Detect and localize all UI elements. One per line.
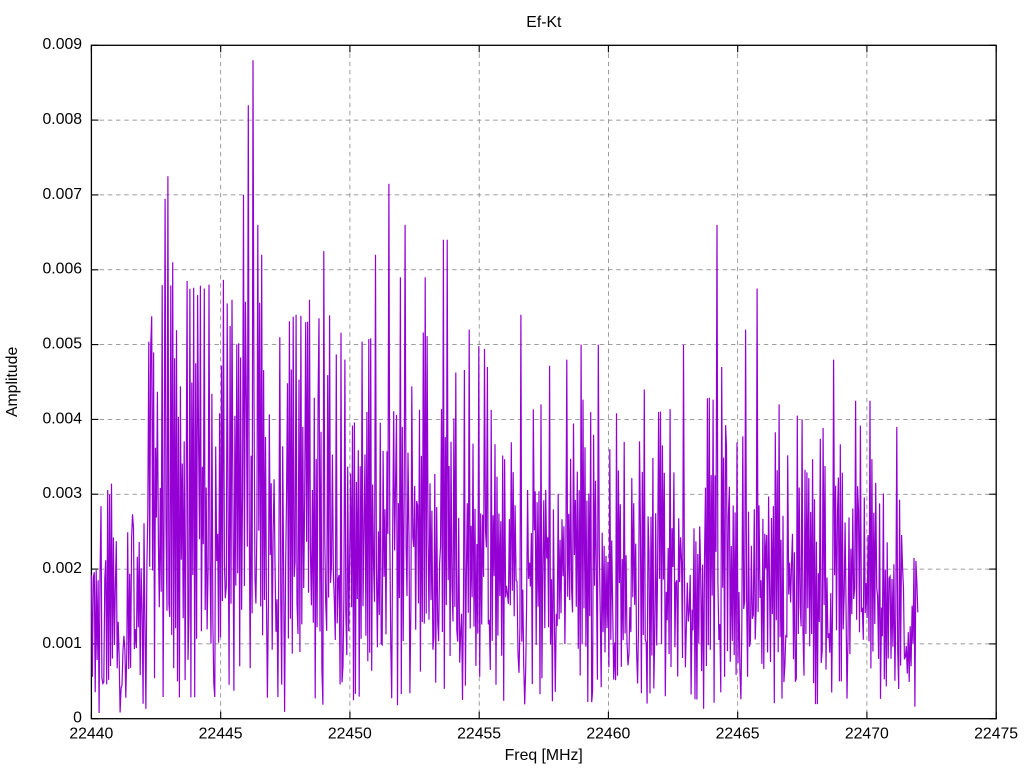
svg-text:0: 0 — [73, 710, 82, 727]
svg-text:22460: 22460 — [586, 725, 630, 742]
svg-text:Amplitude: Amplitude — [4, 347, 21, 417]
svg-text:22445: 22445 — [199, 725, 243, 742]
svg-text:0.009: 0.009 — [43, 36, 83, 53]
svg-text:22465: 22465 — [716, 725, 760, 742]
svg-text:Freq [MHz]: Freq [MHz] — [505, 747, 583, 764]
svg-text:22440: 22440 — [69, 725, 113, 742]
svg-text:0.006: 0.006 — [42, 261, 82, 278]
svg-text:0.005: 0.005 — [42, 336, 82, 353]
svg-text:0.004: 0.004 — [42, 410, 82, 427]
svg-text:22470: 22470 — [845, 725, 889, 742]
svg-text:0.008: 0.008 — [43, 111, 83, 128]
svg-text:0.007: 0.007 — [43, 186, 83, 203]
svg-text:22450: 22450 — [328, 725, 372, 742]
svg-text:Ef-Kt: Ef-Kt — [526, 14, 562, 31]
svg-text:22455: 22455 — [457, 725, 501, 742]
svg-text:0.001: 0.001 — [42, 635, 82, 652]
svg-text:0.003: 0.003 — [42, 485, 82, 502]
svg-text:22475: 22475 — [974, 725, 1018, 742]
svg-text:0.002: 0.002 — [42, 560, 82, 577]
